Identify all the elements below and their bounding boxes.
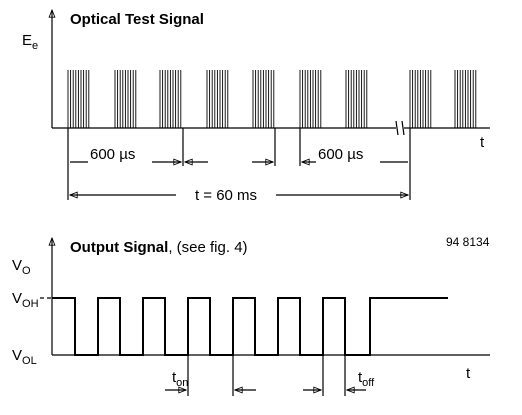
output-waveform (52, 297, 448, 356)
high-label: VOH (12, 290, 39, 310)
label-bg (316, 143, 380, 163)
y-label-sub: O (22, 265, 31, 277)
on-label-sub: on (176, 377, 188, 389)
title: Optical Test Signal (70, 11, 204, 28)
off-label-sub: off (362, 377, 375, 389)
label-bg (176, 184, 276, 206)
y-label-sub: e (32, 40, 38, 52)
high-label-base: V (12, 290, 22, 307)
on-label: ton (172, 369, 188, 389)
low-label-sub: OL (22, 355, 37, 367)
on-label-base: t (172, 369, 177, 386)
period-label: 600 µs (90, 146, 135, 163)
duration-label: t = 60 ms (195, 187, 257, 204)
x-label: t (466, 365, 471, 382)
low-label: VOL (12, 347, 37, 367)
y-label-base: V (12, 257, 22, 274)
title-note: , (see fig. 4) (168, 239, 247, 256)
figure-id: 94 8134 (446, 235, 490, 249)
high-label-sub: OH (22, 298, 39, 310)
axis-break (395, 120, 399, 136)
x-label: t (480, 134, 485, 151)
off-label: toff (358, 369, 375, 389)
low-label-base: V (12, 347, 22, 364)
y-label: VO (12, 257, 31, 277)
title: Output Signal, (see fig. 4) (70, 239, 248, 256)
bursts (67, 70, 477, 128)
title-main: Output Signal (70, 239, 168, 256)
period-label: 600 µs (318, 146, 363, 163)
y-label: Ee (22, 32, 38, 52)
label-bg (88, 143, 152, 163)
y-label-base: E (22, 32, 32, 49)
off-label-base: t (358, 369, 363, 386)
axis-break (401, 120, 405, 136)
